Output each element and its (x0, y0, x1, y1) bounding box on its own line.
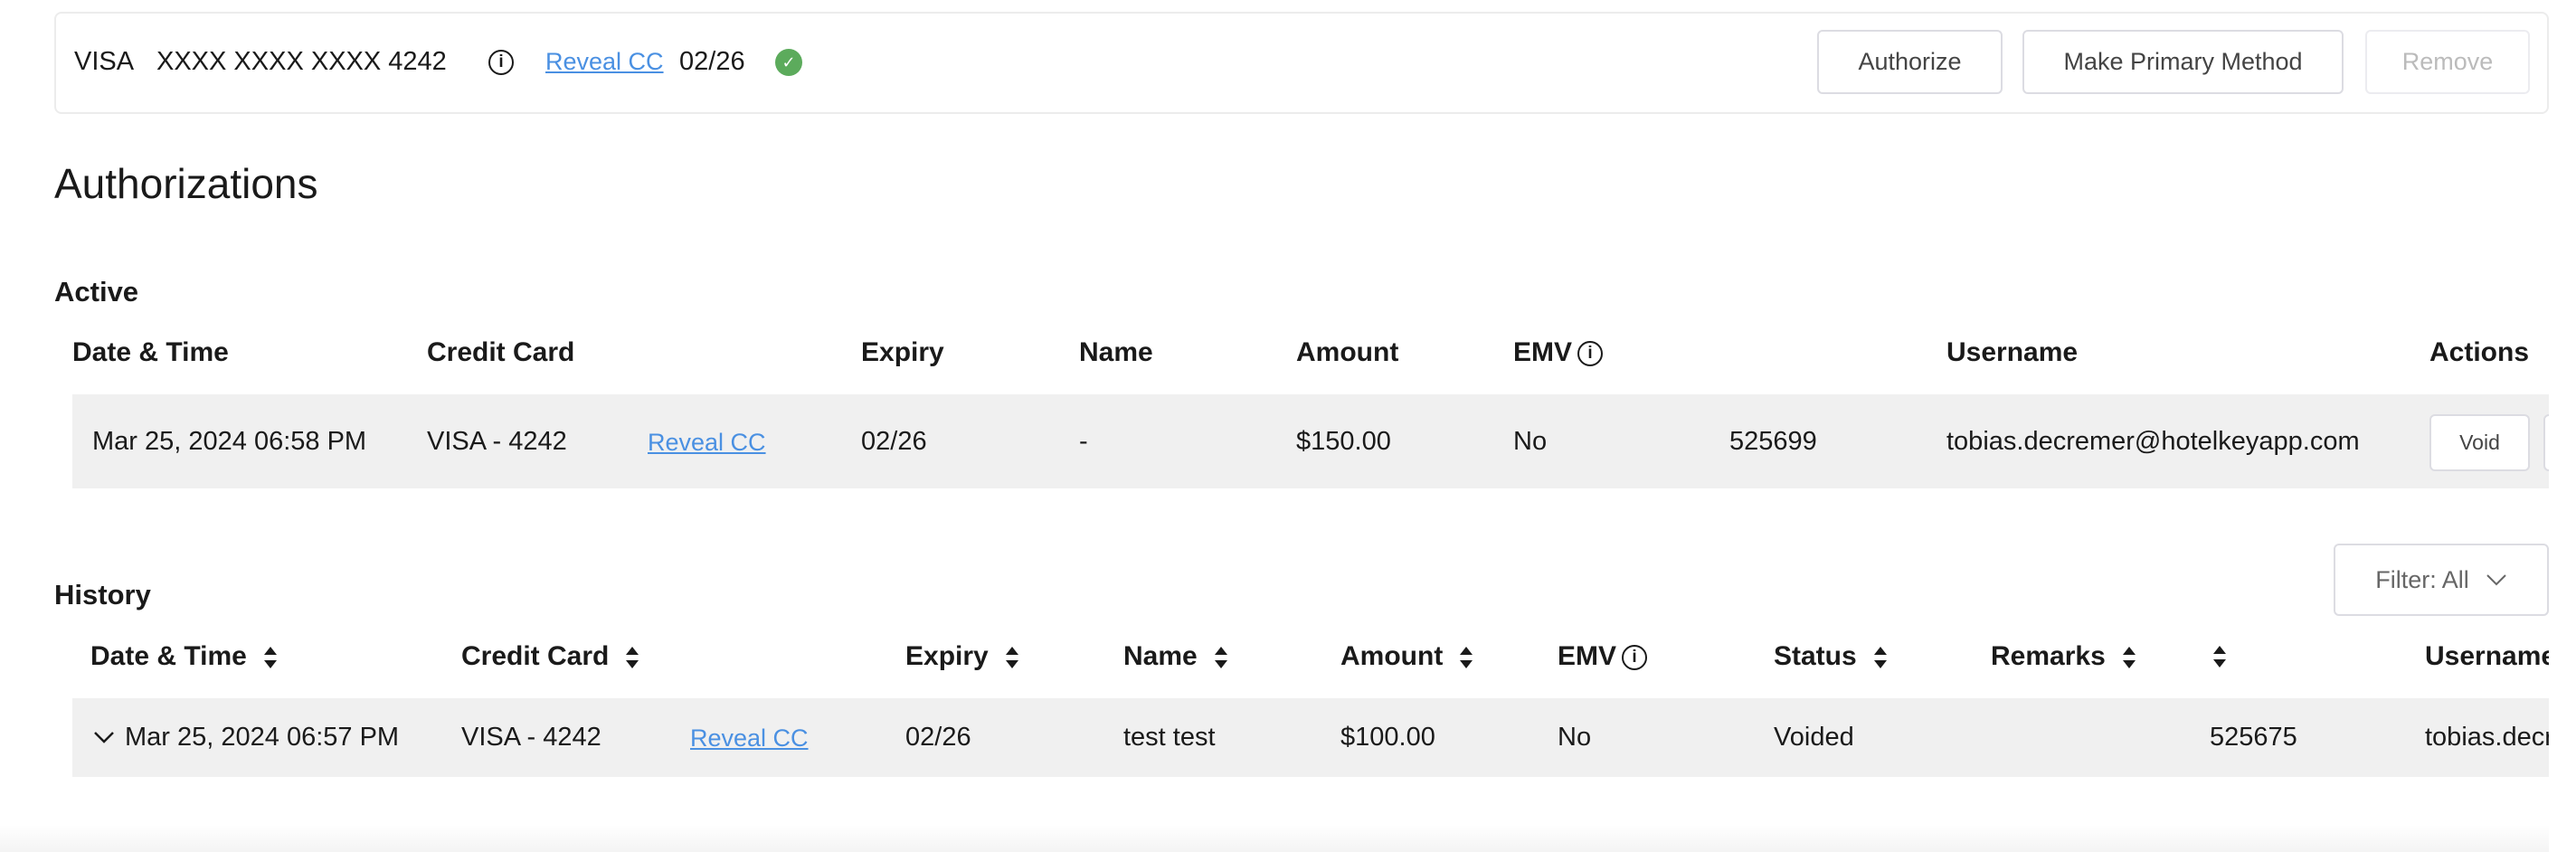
cell-expiry: 02/26 (861, 427, 927, 456)
cell-date: Mar 25, 2024 06:58 PM (92, 427, 367, 456)
active-heading: Active (54, 276, 139, 308)
col-actions: Actions (2429, 337, 2530, 367)
card-expiry: 02/26 (679, 47, 745, 76)
make-primary-button[interactable]: Make Primary Method (2022, 30, 2344, 94)
info-icon[interactable]: i (488, 50, 514, 75)
col-credit-card[interactable]: Credit Card (461, 641, 639, 672)
cell-amount: $150.00 (1296, 427, 1391, 456)
reveal-cc-link[interactable]: Reveal CC (545, 48, 664, 75)
table-row (72, 394, 2549, 488)
sort-icon[interactable] (1873, 646, 1888, 669)
col-username: Username (2425, 641, 2549, 671)
col-emv: EMV i (1558, 641, 1648, 672)
chevron-down-icon[interactable] (93, 731, 115, 743)
col-date[interactable]: Date & Time (90, 641, 278, 672)
col-expiry: Expiry (861, 337, 944, 367)
col-name[interactable]: Name (1123, 641, 1228, 672)
info-icon[interactable]: i (1622, 645, 1648, 671)
sort-icon[interactable] (263, 646, 278, 669)
sort-icon[interactable] (1005, 646, 1019, 669)
cell-expiry: 02/26 (905, 723, 971, 752)
reveal-cc-link[interactable]: Reveal CC (690, 724, 809, 752)
col-expiry[interactable]: Expiry (905, 641, 1019, 672)
col-date: Date & Time (72, 337, 229, 367)
col-name: Name (1079, 337, 1153, 367)
sort-icon[interactable] (625, 646, 639, 669)
sort-icon[interactable] (2212, 645, 2227, 668)
sort-icon[interactable] (1214, 646, 1228, 669)
cell-amount: $100.00 (1340, 723, 1435, 752)
cell-card: VISA - 4242 (461, 723, 601, 752)
void-button[interactable]: Void (2429, 414, 2530, 471)
payment-method-card (54, 12, 2549, 114)
cell-ref: 525699 (1729, 427, 1817, 456)
chevron-down-icon (2486, 574, 2506, 586)
card-brand: VISA (74, 47, 135, 76)
sort-icon[interactable] (1459, 646, 1473, 669)
col-status[interactable]: Status (1774, 641, 1888, 672)
cell-emv: No (1513, 427, 1548, 456)
card-number: XXXX XXXX XXXX 4242 (156, 47, 447, 76)
col-amount[interactable]: Amount (1340, 641, 1473, 672)
col-credit-card: Credit Card (427, 337, 575, 367)
page-title: Authorizations (54, 160, 318, 207)
cell-date: Mar 25, 2024 06:57 PM (125, 723, 400, 752)
sort-icon[interactable] (2122, 646, 2136, 669)
table-row[interactable] (72, 698, 2549, 777)
reveal-cc-link[interactable]: Reveal CC (648, 429, 766, 456)
col-username: Username (1946, 337, 2079, 367)
more-action-button[interactable] (2543, 414, 2549, 471)
cell-name: test test (1123, 723, 1216, 752)
cell-emv: No (1558, 723, 1592, 752)
cell-name: - (1079, 427, 1088, 456)
history-heading: History (54, 579, 151, 611)
check-circle-icon: ✓ (775, 49, 802, 76)
remove-button[interactable]: Remove (2365, 30, 2530, 94)
col-emv: EMV i (1513, 337, 1604, 368)
authorize-button[interactable]: Authorize (1817, 30, 2003, 94)
col-remarks[interactable]: Remarks (1991, 641, 2136, 672)
cell-username: tobias.decremer@hotelkeyapp.com (2425, 723, 2549, 752)
filter-dropdown[interactable]: Filter: All (2334, 544, 2549, 616)
cell-ref: 525675 (2210, 723, 2297, 752)
col-amount: Amount (1296, 337, 1399, 367)
cell-card: VISA - 4242 (427, 427, 567, 456)
info-icon[interactable]: i (1577, 341, 1604, 367)
bottom-shadow (0, 825, 2549, 852)
cell-username: tobias.decremer@hotelkeyapp.com (1946, 427, 2360, 456)
cell-status: Voided (1774, 723, 1854, 752)
